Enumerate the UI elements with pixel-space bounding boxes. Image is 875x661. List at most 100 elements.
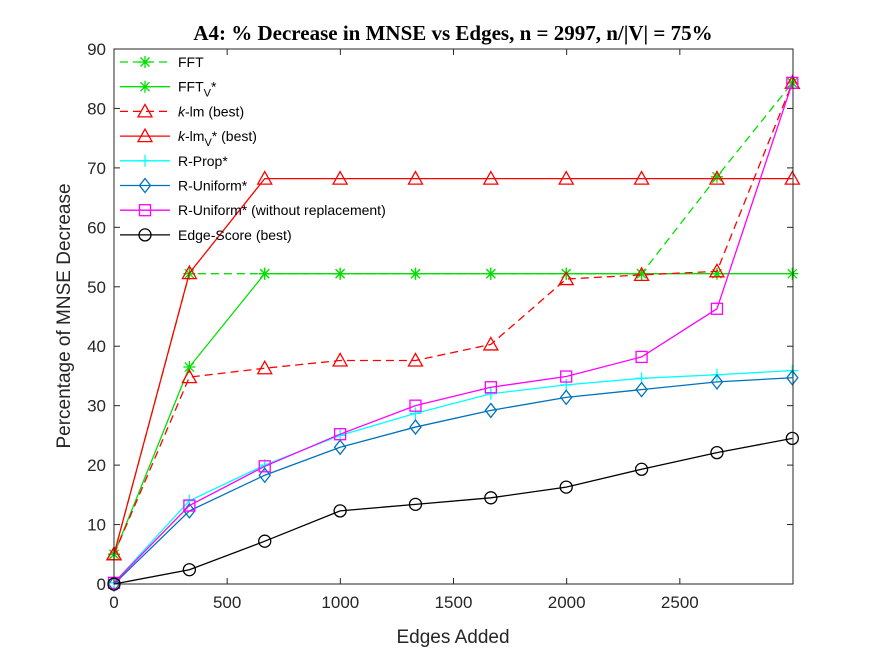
data-point-0-9 <box>786 76 799 89</box>
legend-entry-5: R-Uniform* <box>120 177 248 194</box>
legend-marker-7 <box>138 228 152 242</box>
axes-layer: 0 500 1000 1500 2000 2500 0 10 20 30 40 50 60 70 80 90 <box>87 40 794 612</box>
series-line-7 <box>113 437 793 585</box>
data-point-1-6 <box>560 267 573 280</box>
data-point-3-5 <box>482 170 499 185</box>
x-tick-label-2: 1000 <box>321 593 359 612</box>
series-line-2 <box>113 82 793 555</box>
data-point-5-3 <box>333 439 347 456</box>
legend-marker-2 <box>136 103 154 118</box>
legend-label-0: FFT <box>178 54 204 70</box>
legend-entry-1: FFTV* <box>120 79 217 100</box>
chart-title: A4: % Decrease in MNSE vs Edges, n = 299… <box>193 21 712 45</box>
data-point-7-4 <box>408 497 423 511</box>
y-tick-label-5: 50 <box>87 278 106 297</box>
data-point-6-9 <box>786 76 799 90</box>
data-point-6-5 <box>484 381 497 394</box>
legend-entry-6: R-Uniform* (without replacement) <box>120 202 386 218</box>
series-line-0 <box>113 82 793 555</box>
legend-label-2: k-lm (best) <box>178 103 244 119</box>
data-point-3-4 <box>407 170 424 185</box>
data-point-1-1 <box>183 361 196 374</box>
data-point-5-5 <box>484 402 498 419</box>
data-point-5-0 <box>107 575 121 593</box>
legend-entry-3: k-lmV* (best) <box>120 127 257 149</box>
plot-area <box>114 49 793 584</box>
data-point-2-8 <box>708 262 726 278</box>
data-point-3-1 <box>181 264 198 280</box>
data-point-5-7 <box>635 381 648 398</box>
x-axis-label: Edges Added <box>396 627 509 648</box>
data-point-5-9 <box>785 369 799 386</box>
data-point-1-4 <box>409 267 422 280</box>
data-point-1-3 <box>334 267 347 280</box>
legend-entry-0: FFT <box>120 54 204 70</box>
data-point-7-2 <box>258 534 272 548</box>
legend-marker-4 <box>139 154 151 167</box>
data-point-7-5 <box>484 491 498 505</box>
series-line-4 <box>113 369 793 584</box>
series-5 <box>107 369 799 593</box>
data-point-3-9 <box>784 170 801 185</box>
series-3 <box>105 170 801 561</box>
data-point-3-7 <box>633 170 650 185</box>
series-layer <box>105 74 801 593</box>
legend-label-5: R-Uniform* <box>178 178 248 194</box>
data-point-6-7 <box>635 350 648 364</box>
y-tick-label-3: 30 <box>87 397 106 416</box>
x-tick-label-0: 0 <box>109 593 118 612</box>
legend: FFT FFTV* k-lm (best) k-lmV* (best) R-Prop* R… <box>120 54 386 243</box>
data-point-4-4 <box>409 407 422 420</box>
x-tick-label-3: 1500 <box>435 593 473 612</box>
data-point-5-8 <box>710 373 724 390</box>
data-point-3-6 <box>558 170 575 185</box>
data-point-7-8 <box>710 445 724 460</box>
data-point-2-7 <box>633 266 650 282</box>
data-point-6-3 <box>333 428 347 441</box>
legend-label-7: Edge-Score (best) <box>178 227 292 243</box>
data-point-7-9 <box>785 431 799 446</box>
y-tick-label-8: 80 <box>87 99 106 118</box>
data-point-0-8 <box>710 170 723 183</box>
y-axis-label: Percentage of MNSE Decrease <box>54 183 75 448</box>
data-point-6-4 <box>409 399 422 412</box>
data-point-1-8 <box>710 267 723 280</box>
legend-label-3: k-lmV* (best) <box>178 128 257 149</box>
data-point-4-6 <box>560 378 573 391</box>
legend-entry-7: Edge-Score (best) <box>120 227 292 243</box>
data-point-5-6 <box>559 389 573 406</box>
legend-marker-5 <box>138 177 152 194</box>
data-point-2-6 <box>558 270 575 286</box>
y-tick-label-4: 40 <box>87 337 106 356</box>
data-point-5-4 <box>409 419 422 436</box>
legend-marker-1 <box>139 80 151 93</box>
data-point-7-1 <box>182 563 197 577</box>
x-tick-label-4: 2000 <box>548 593 586 612</box>
data-point-7-6 <box>559 480 573 494</box>
data-point-7-3 <box>333 504 347 518</box>
y-tick-label-7: 70 <box>87 159 106 178</box>
legend-marker-3 <box>136 127 154 143</box>
data-point-3-3 <box>331 170 349 185</box>
data-point-3-2 <box>256 170 273 185</box>
data-point-2-5 <box>482 336 499 351</box>
legend-label-4: R-Prop* <box>178 153 228 169</box>
data-point-6-6 <box>560 370 573 383</box>
series-line-6 <box>113 82 793 584</box>
x-tick-label-5: 2500 <box>661 593 699 612</box>
y-tick-label-0: 0 <box>97 575 106 594</box>
legend-marker-0 <box>139 56 151 68</box>
data-point-6-8 <box>710 302 724 315</box>
legend-entry-2: k-lm (best) <box>120 103 244 119</box>
y-tick-label-2: 20 <box>87 456 106 475</box>
legend-label-6: R-Uniform* (without replacement) <box>178 202 386 218</box>
legend-entry-4: R-Prop* <box>120 153 228 169</box>
data-point-2-2 <box>256 359 273 375</box>
data-point-4-5 <box>484 387 497 400</box>
data-point-1-7 <box>635 267 648 280</box>
legend-marker-6 <box>138 204 152 217</box>
series-line-5 <box>113 377 793 585</box>
y-tick-label-9: 90 <box>87 40 106 59</box>
data-point-5-2 <box>258 467 272 484</box>
